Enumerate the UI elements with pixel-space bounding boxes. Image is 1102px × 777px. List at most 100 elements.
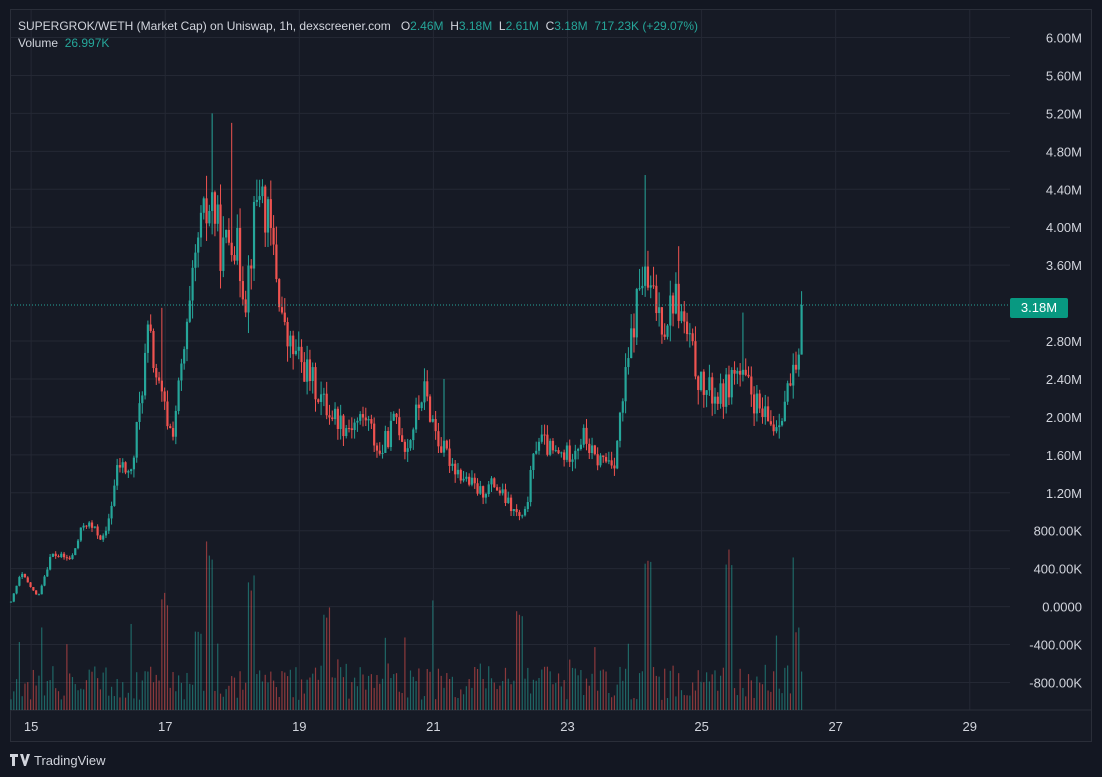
- volume-bar: [161, 599, 163, 710]
- volume-bar: [535, 680, 537, 710]
- volume-bar: [476, 669, 479, 710]
- symbol-title[interactable]: SUPERGROK/WETH (Market Cap) on Uniswap, …: [18, 19, 391, 33]
- candle-body: [255, 199, 258, 202]
- candle-body: [247, 265, 250, 313]
- volume-bar: [745, 696, 747, 710]
- volume-bar: [437, 668, 440, 710]
- candle-body: [18, 577, 21, 586]
- candle-body: [104, 530, 108, 536]
- candle-body: [132, 457, 136, 470]
- volume-bar: [147, 671, 149, 710]
- chart-frame[interactable]: [10, 9, 1092, 742]
- candle-body: [389, 420, 393, 448]
- volume-bar: [292, 697, 294, 710]
- candle-body: [755, 393, 758, 414]
- volume-bar: [733, 688, 736, 710]
- candle-body: [680, 311, 683, 321]
- candle-body: [54, 553, 57, 557]
- candle-body: [406, 448, 409, 452]
- candle-body: [311, 367, 314, 382]
- candle-body: [761, 408, 764, 418]
- volume-bar: [770, 691, 772, 710]
- volume-bar: [499, 685, 501, 710]
- candle-body: [49, 556, 52, 570]
- volume-bar: [259, 670, 261, 710]
- candle-body: [325, 393, 328, 416]
- volume-bar: [418, 668, 420, 710]
- volume-bar: [658, 676, 660, 710]
- candle-body: [12, 593, 15, 602]
- volume-bar: [18, 642, 20, 710]
- candle-body: [484, 494, 488, 498]
- volume-bar: [488, 666, 490, 710]
- volume-bar: [345, 663, 347, 710]
- volume-value: 26.997K: [64, 36, 110, 50]
- change-value: 717.23K (+29.07%): [594, 19, 699, 33]
- volume-bar: [270, 671, 272, 710]
- volume-bar: [401, 693, 403, 710]
- candle-body: [169, 426, 172, 429]
- volume-bar: [178, 675, 180, 710]
- volume-bar: [166, 605, 169, 710]
- volume-bar: [435, 699, 437, 710]
- volume-bar: [52, 666, 54, 710]
- volume-bar: [725, 564, 727, 710]
- volume-bar: [256, 674, 258, 710]
- volume-bar: [569, 659, 571, 710]
- volume-bar: [110, 686, 113, 710]
- candle-body: [46, 569, 49, 577]
- volume-bar: [759, 682, 761, 710]
- volume-bar: [524, 678, 526, 710]
- volume-bar: [186, 672, 188, 710]
- volume-bar: [370, 674, 372, 710]
- candle-body: [708, 377, 711, 391]
- candle-body: [473, 477, 476, 484]
- candle-body: [272, 227, 275, 245]
- candle-body: [456, 469, 460, 475]
- volume-bar: [616, 684, 618, 710]
- candle-body: [146, 324, 149, 353]
- candle-body: [677, 283, 680, 321]
- volume-bar: [669, 670, 671, 710]
- volume-bar: [124, 697, 127, 710]
- candle-body: [764, 406, 767, 418]
- volume-bar: [348, 698, 350, 710]
- volume-bar: [205, 541, 208, 710]
- volume-bar: [719, 675, 722, 710]
- x-tick-label: 19: [292, 719, 306, 734]
- candle-body: [465, 476, 468, 479]
- volume-bar: [208, 555, 210, 710]
- volume-bar: [792, 557, 794, 710]
- candle-body: [470, 477, 474, 485]
- candle-body: [35, 590, 38, 595]
- volume-bar: [127, 692, 129, 710]
- y-tick-label: 1.20M: [1046, 486, 1082, 501]
- volume-bar: [784, 667, 786, 710]
- candle-body: [37, 594, 41, 596]
- candle-body: [652, 285, 655, 287]
- volume-bar: [697, 670, 699, 710]
- candle-body: [560, 452, 563, 454]
- volume-bar: [130, 623, 132, 710]
- x-tick-label: 29: [963, 719, 977, 734]
- footer-brand[interactable]: TradingView: [10, 747, 106, 773]
- volume-bar: [275, 687, 277, 710]
- candle-body: [551, 440, 555, 451]
- candle-body: [303, 362, 306, 382]
- volume-bar: [180, 682, 183, 710]
- y-tick-label: 3.60M: [1046, 258, 1082, 273]
- volume-bar: [460, 689, 462, 710]
- candle-body: [9, 601, 13, 603]
- candle-body: [627, 358, 630, 368]
- volume-bar: [69, 673, 71, 710]
- candle-body: [347, 428, 351, 430]
- candle-body: [462, 478, 465, 481]
- candle-body: [364, 417, 367, 421]
- volume-bar: [119, 697, 121, 710]
- volume-bar: [35, 685, 37, 710]
- candle-body: [758, 393, 761, 409]
- candle-body: [194, 252, 197, 268]
- volume-bar: [239, 671, 241, 710]
- volume-bar: [337, 659, 339, 710]
